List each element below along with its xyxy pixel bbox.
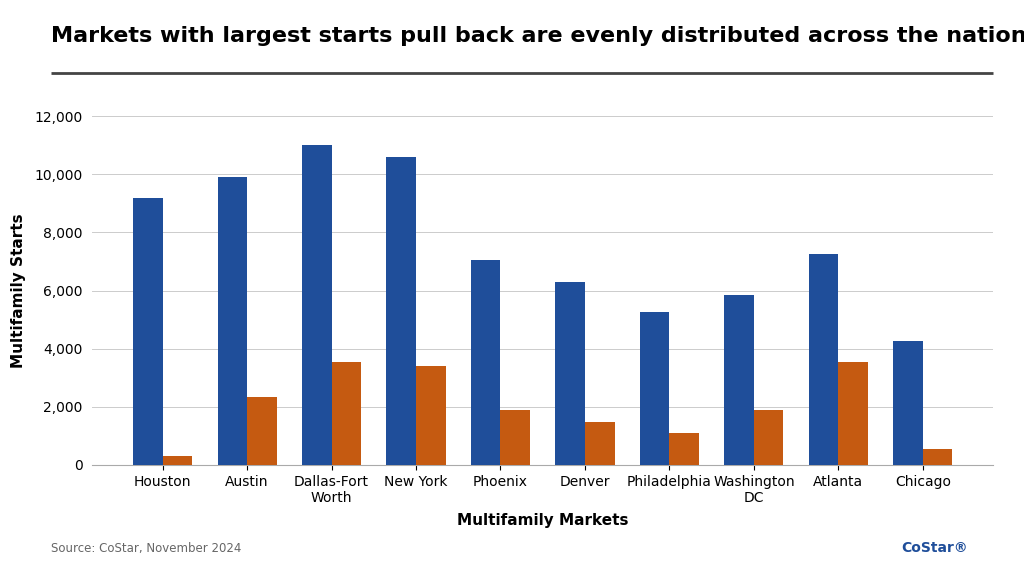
Bar	[163, 456, 193, 465]
Y-axis label: Multifamily Starts: Multifamily Starts	[11, 213, 26, 368]
Bar	[754, 410, 783, 465]
Bar	[332, 361, 361, 465]
Bar	[501, 410, 530, 465]
Bar	[893, 342, 923, 465]
Bar	[923, 449, 952, 465]
Text: Source: CoStar, November 2024: Source: CoStar, November 2024	[51, 542, 242, 555]
Text: CoStar®: CoStar®	[901, 541, 968, 555]
X-axis label: Multifamily Markets: Multifamily Markets	[457, 513, 629, 528]
Bar	[555, 282, 585, 465]
Bar	[640, 313, 670, 465]
Bar	[133, 198, 163, 465]
Bar	[416, 366, 445, 465]
Bar	[471, 260, 501, 465]
Bar	[386, 157, 416, 465]
Bar	[839, 361, 868, 465]
Text: Markets with largest starts pull back are evenly distributed across the nation: Markets with largest starts pull back ar…	[51, 26, 1024, 46]
Bar	[670, 433, 699, 465]
Bar	[217, 177, 247, 465]
Bar	[809, 254, 839, 465]
Bar	[247, 396, 276, 465]
Bar	[585, 422, 614, 465]
Bar	[302, 145, 332, 465]
Bar	[724, 295, 754, 465]
